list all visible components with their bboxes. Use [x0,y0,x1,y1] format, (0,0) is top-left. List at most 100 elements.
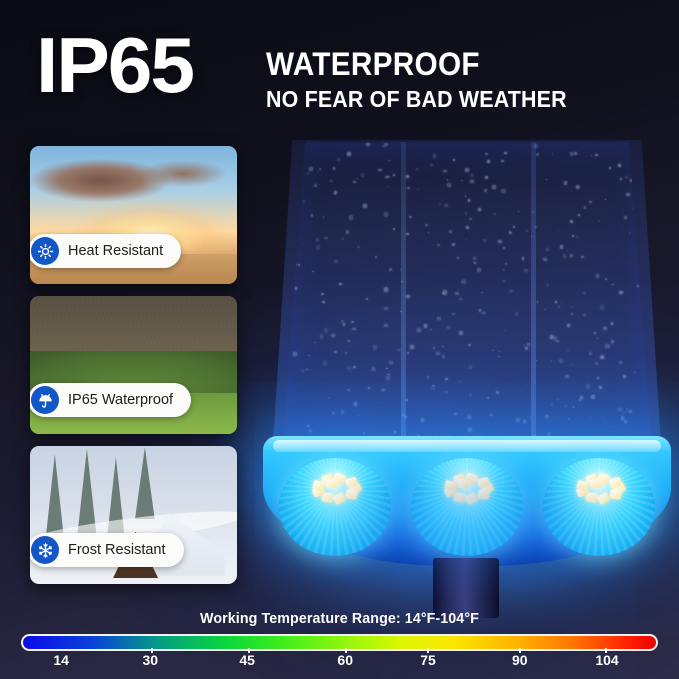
card-photo-rain [30,296,237,434]
water-droplet [578,213,580,216]
led-chip-cluster [569,470,629,505]
water-droplet [358,414,360,416]
water-droplet [324,328,329,334]
water-droplet [360,173,365,178]
water-droplet [498,240,503,244]
water-droplet [555,301,557,303]
water-droplet [575,235,579,238]
water-droplet [597,377,599,379]
led-chip [608,476,622,488]
water-droplet [353,365,357,368]
led-chip [609,489,622,501]
feature-card-waterproof[interactable]: IP65 Waterproof [30,296,237,434]
water-droplet [469,217,472,220]
water-droplet [321,292,324,295]
water-droplet [311,214,314,217]
temperature-range-title: Working Temperature Range: 14°F-104°F [200,610,479,627]
water-droplet [509,231,512,235]
water-droplet [551,152,554,155]
water-droplet [445,378,448,381]
water-droplet [509,231,511,233]
water-droplet [572,364,574,366]
temperature-tick-30: 30 [142,652,159,668]
led-chip [477,489,490,501]
water-droplet [387,186,389,188]
water-droplet [442,169,447,172]
water-droplet [337,158,340,162]
water-droplet [384,306,388,310]
water-droplet [625,175,628,178]
water-droplet [306,424,309,428]
water-droplet [565,374,569,379]
water-droplet [569,152,574,156]
water-droplet [474,262,476,264]
water-droplet [342,323,346,327]
water-droplet [496,390,500,395]
water-droplet [377,168,382,172]
water-droplet [389,267,392,271]
water-droplet [452,158,455,162]
water-droplet [323,277,325,279]
water-droplet [490,413,494,416]
water-droplet [388,159,391,162]
water-droplet [308,167,313,171]
water-droplet [353,180,356,184]
led-chip [344,476,358,488]
water-droplet [491,349,494,351]
water-droplet [566,250,569,252]
water-droplet [529,417,531,418]
water-droplet [465,167,469,172]
water-droplet [525,385,527,386]
water-droplet [350,321,354,324]
temperature-tick-mark [427,648,430,653]
water-droplet [583,206,587,210]
water-droplet [454,412,457,415]
water-droplet [397,348,401,352]
water-droplet [545,248,550,252]
water-droplet [386,373,390,376]
water-droplet [452,313,455,315]
temperature-tick-60: 60 [337,652,354,668]
page-title: WATERPROOF [266,46,480,82]
water-droplet [624,419,627,424]
water-droplet [629,231,632,235]
water-droplet [347,366,352,371]
water-droplet [417,327,421,332]
feature-card-heat[interactable]: Heat Resistant [30,146,237,284]
water-droplet [527,342,531,346]
water-droplet [546,432,550,436]
water-droplet [570,313,574,316]
feature-label: Frost Resistant [68,542,166,558]
temperature-gradient-bar [21,634,658,653]
water-droplet [567,324,571,327]
water-droplet [319,184,321,185]
water-droplet [493,162,496,164]
water-droplet [324,236,328,239]
mounting-pole [433,558,499,618]
water-droplet [409,216,413,219]
water-droplet [352,327,356,330]
water-droplet [610,283,614,286]
led-chip [590,479,601,488]
water-droplet [458,380,461,383]
water-droplet [449,229,453,233]
water-droplet [330,333,335,338]
water-droplet [432,347,436,350]
water-droplet [393,174,395,177]
water-droplet [383,324,388,328]
water-droplet [569,220,573,223]
water-droplet [459,331,464,336]
feature-card-frost[interactable]: Frost Resistant [30,446,237,584]
water-droplet [556,340,559,342]
sun-icon [31,237,59,265]
water-droplet [452,242,456,246]
water-droplet [410,345,415,349]
water-droplet [283,215,286,218]
water-droplet [625,408,629,412]
water-droplet [461,281,463,283]
water-droplet [470,180,474,184]
water-droplet [564,404,567,407]
water-droplet [447,179,449,181]
water-droplet [437,243,441,246]
water-droplet [341,320,344,322]
